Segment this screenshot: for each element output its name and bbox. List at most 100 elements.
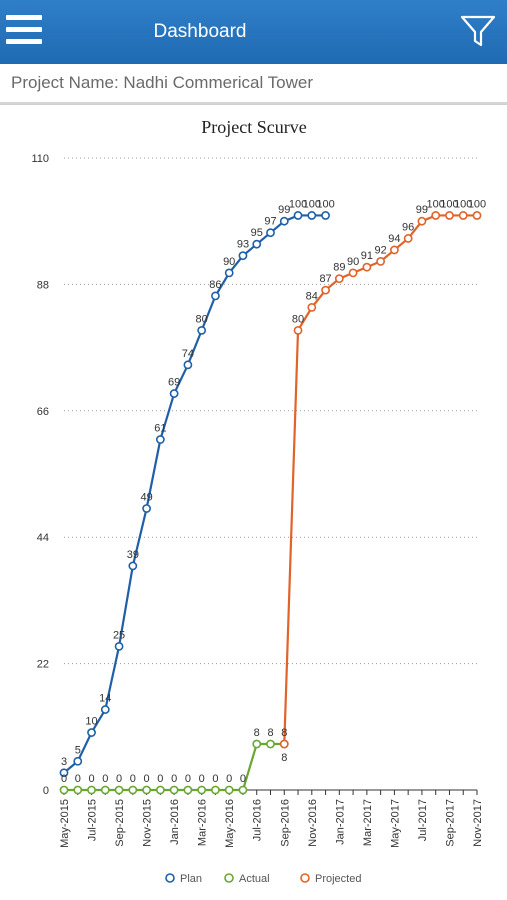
data-label-actual: 0 (88, 773, 94, 785)
data-point-projected[interactable] (334, 274, 344, 284)
data-point-projected[interactable] (458, 211, 468, 220)
data-label-plan: 74 (182, 348, 194, 360)
chart-title: Project Scurve (201, 117, 306, 137)
legend-label-plan[interactable]: Plan (180, 873, 202, 885)
data-point-projected[interactable] (431, 211, 441, 220)
data-point-projected[interactable] (376, 257, 386, 266)
data-labels: 3510142539496169748086909395979910010010… (61, 198, 486, 785)
data-point-plan[interactable] (266, 228, 275, 238)
data-label-plan: 61 (154, 423, 166, 435)
data-point-plan[interactable] (183, 360, 193, 370)
data-point-projected[interactable] (389, 245, 399, 255)
legend-marker-actual[interactable] (224, 873, 234, 883)
data-point-projected[interactable] (293, 325, 303, 335)
data-point-plan[interactable] (59, 768, 69, 778)
data-point-actual[interactable] (73, 785, 83, 795)
data-point-projected[interactable] (307, 302, 317, 312)
legend-label-projected[interactable]: Projected (315, 873, 361, 885)
data-point-plan[interactable] (321, 211, 330, 220)
data-point-plan[interactable] (73, 756, 83, 766)
data-label-actual: 0 (185, 773, 191, 785)
project-name-bar: Project Name: Nadhi Commerical Tower (0, 64, 507, 104)
data-label-projected: 100 (468, 198, 486, 210)
data-point-actual[interactable] (142, 785, 151, 795)
data-point-projected[interactable] (445, 211, 454, 220)
data-point-projected[interactable] (348, 268, 358, 278)
data-point-actual[interactable] (252, 739, 262, 749)
data-point-plan[interactable] (169, 389, 179, 398)
data-label-plan: 86 (209, 279, 221, 291)
legend[interactable]: Plan Actual Projected (165, 873, 361, 885)
data-label-projected: 90 (347, 256, 359, 268)
hamburger-menu-icon[interactable] (6, 15, 42, 47)
gridlines (64, 157, 477, 665)
data-label-actual: 0 (144, 773, 150, 785)
legend-label-actual[interactable]: Actual (239, 873, 270, 885)
x-tick-label: Nov-2015 (142, 799, 154, 847)
data-point-actual[interactable] (114, 785, 124, 795)
data-point-plan[interactable] (252, 239, 262, 249)
data-label-projected: 91 (361, 250, 373, 262)
data-label-actual: 0 (102, 773, 108, 785)
x-tick-label: Nov-2016 (307, 799, 319, 847)
data-point-actual[interactable] (169, 785, 179, 795)
data-point-plan[interactable] (238, 251, 248, 261)
data-point-actual[interactable] (128, 785, 138, 795)
data-point-projected[interactable] (362, 262, 372, 272)
data-point-plan[interactable] (114, 641, 124, 651)
x-tick-label: May-2015 (59, 799, 71, 848)
data-label-actual: 0 (212, 773, 218, 785)
data-label-plan: 97 (264, 216, 276, 228)
data-point-actual[interactable] (224, 785, 234, 795)
data-point-plan[interactable] (279, 216, 289, 226)
data-point-plan[interactable] (100, 705, 110, 714)
data-label-projected: 80 (292, 313, 304, 325)
data-point-projected[interactable] (403, 234, 413, 243)
data-label-plan: 100 (289, 198, 307, 210)
data-label-plan: 69 (168, 377, 180, 389)
page-title: Dashboard (153, 21, 247, 42)
data-point-actual[interactable] (155, 785, 165, 795)
data-point-plan[interactable] (87, 728, 96, 737)
data-label-projected: 96 (402, 221, 414, 233)
data-point-actual[interactable] (238, 785, 248, 795)
y-tick-label: 88 (37, 279, 49, 291)
data-point-actual[interactable] (197, 785, 207, 795)
data-label-plan: 39 (127, 549, 139, 561)
x-tick-label: Jan-2017 (334, 799, 346, 845)
data-point-actual[interactable] (183, 785, 193, 795)
data-label-plan: 93 (237, 239, 249, 251)
y-tick-label: 44 (37, 532, 49, 544)
data-label-projected: 94 (388, 233, 400, 245)
filter-icon[interactable] (460, 14, 496, 48)
data-point-actual[interactable] (59, 785, 69, 795)
data-point-plan[interactable] (307, 211, 317, 220)
data-point-plan[interactable] (155, 435, 165, 444)
data-label-projected: 100 (454, 198, 472, 210)
data-point-actual[interactable] (100, 785, 110, 795)
data-point-plan[interactable] (197, 325, 207, 335)
data-point-plan[interactable] (224, 268, 234, 278)
data-point-plan[interactable] (142, 504, 151, 513)
legend-marker-projected[interactable] (300, 873, 310, 883)
data-label-plan: 80 (196, 313, 208, 325)
data-point-plan[interactable] (211, 291, 220, 301)
data-point-projected[interactable] (279, 739, 289, 749)
data-point-plan[interactable] (128, 561, 138, 571)
data-point-projected[interactable] (321, 285, 330, 295)
data-label-plan: 95 (251, 227, 263, 239)
series-layer (59, 211, 482, 795)
x-tick-label: Sep-2015 (114, 799, 126, 847)
data-point-projected[interactable] (417, 216, 427, 226)
legend-marker-plan[interactable] (165, 873, 175, 883)
data-label-projected: 99 (416, 204, 428, 216)
data-point-actual[interactable] (211, 785, 220, 795)
data-point-actual[interactable] (87, 785, 96, 795)
data-point-actual[interactable] (266, 739, 275, 749)
data-label-projected: 84 (306, 290, 318, 302)
data-label-projected: 89 (333, 262, 345, 274)
y-tick-label: 22 (37, 659, 49, 671)
data-point-projected[interactable] (472, 211, 482, 220)
data-point-plan[interactable] (293, 211, 303, 220)
data-label-plan: 100 (316, 198, 334, 210)
